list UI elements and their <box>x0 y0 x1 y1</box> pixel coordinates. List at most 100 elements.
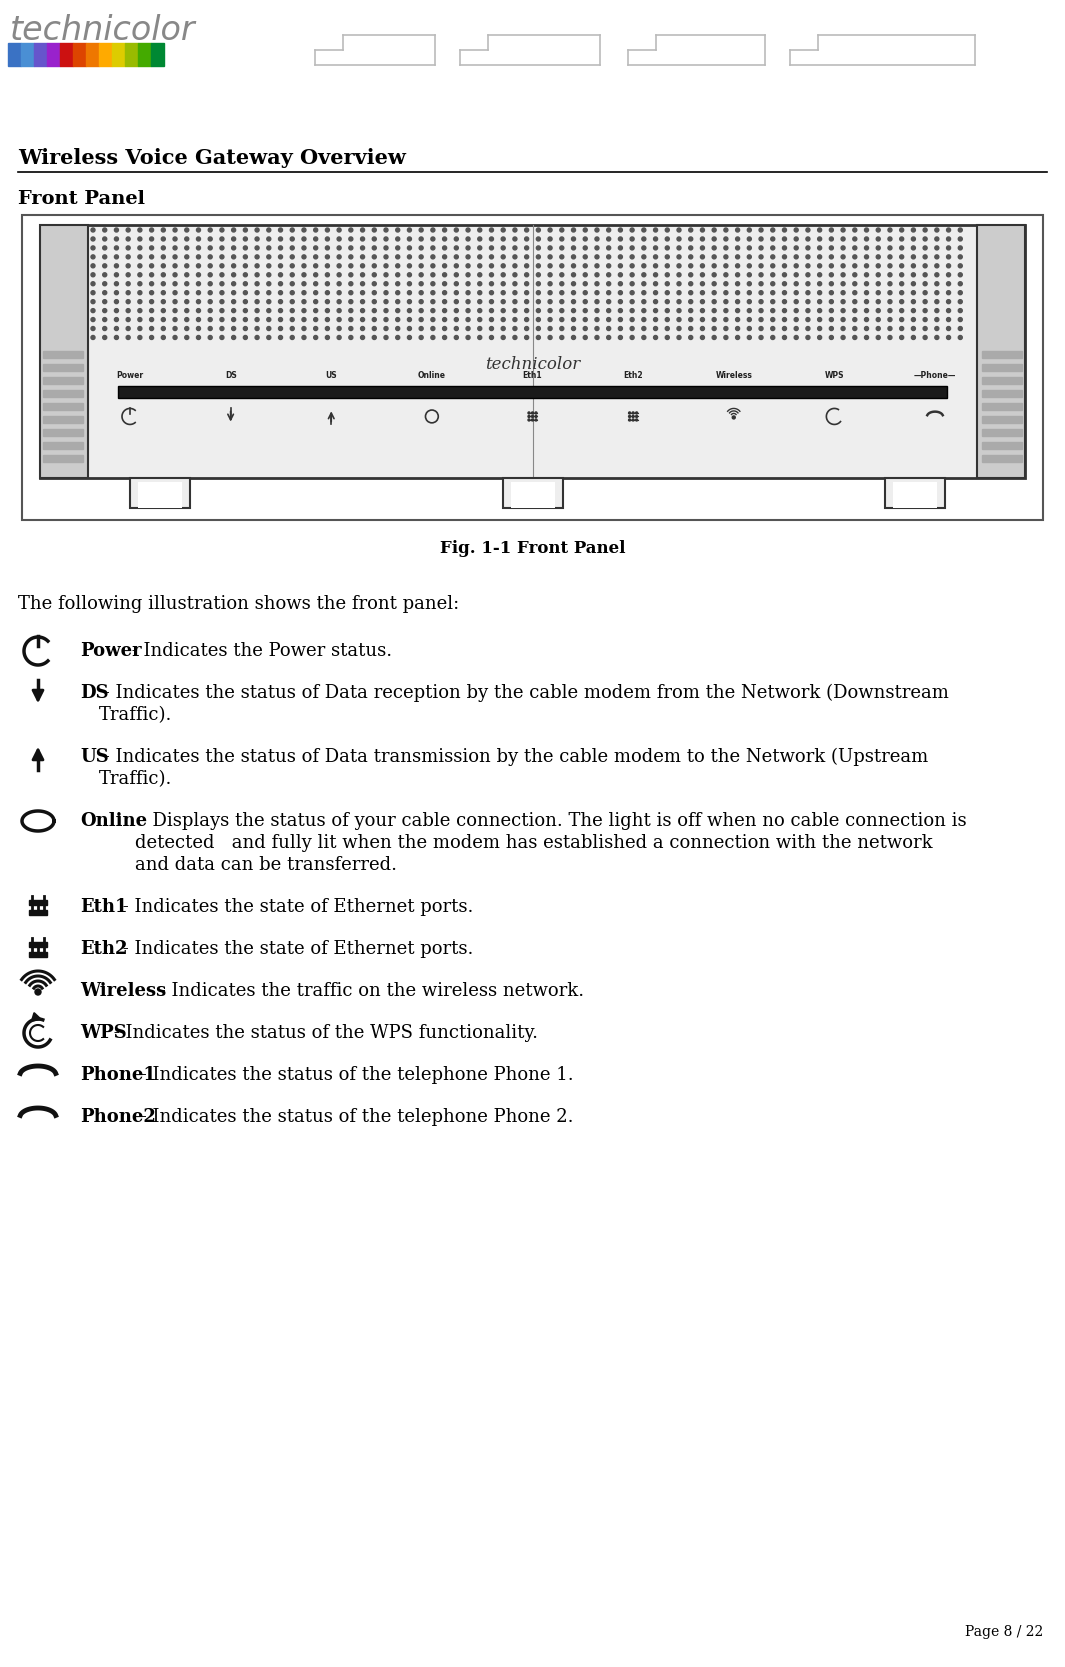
Circle shape <box>91 282 95 285</box>
Circle shape <box>759 255 763 258</box>
Bar <box>9 43 21 67</box>
Circle shape <box>137 273 142 277</box>
Circle shape <box>502 335 505 340</box>
Bar <box>43 390 83 397</box>
Circle shape <box>443 335 446 340</box>
Bar <box>29 900 47 905</box>
Circle shape <box>184 327 189 330</box>
Circle shape <box>818 282 821 285</box>
Circle shape <box>396 318 399 322</box>
Circle shape <box>666 247 669 250</box>
Text: technicolor: technicolor <box>10 13 196 47</box>
Circle shape <box>338 335 341 340</box>
Circle shape <box>876 335 881 340</box>
Circle shape <box>361 237 364 242</box>
Circle shape <box>338 308 341 313</box>
Circle shape <box>806 282 809 285</box>
Circle shape <box>560 300 563 303</box>
Text: Eth2: Eth2 <box>80 940 128 959</box>
Circle shape <box>633 418 634 422</box>
Circle shape <box>595 282 599 285</box>
Circle shape <box>595 300 599 303</box>
Circle shape <box>232 335 235 340</box>
Circle shape <box>525 237 528 242</box>
Circle shape <box>935 300 939 303</box>
Circle shape <box>173 290 177 295</box>
Circle shape <box>525 228 528 232</box>
Circle shape <box>724 290 727 295</box>
Circle shape <box>537 273 540 277</box>
Circle shape <box>701 255 704 258</box>
Circle shape <box>689 273 692 277</box>
Circle shape <box>184 290 189 295</box>
Circle shape <box>149 282 153 285</box>
Circle shape <box>642 335 645 340</box>
Circle shape <box>935 290 939 295</box>
Circle shape <box>642 300 645 303</box>
Circle shape <box>490 290 493 295</box>
Circle shape <box>196 237 200 242</box>
Circle shape <box>923 237 928 242</box>
Circle shape <box>431 247 435 250</box>
Circle shape <box>759 290 763 295</box>
Circle shape <box>455 263 458 268</box>
Circle shape <box>888 263 892 268</box>
Circle shape <box>291 308 294 313</box>
Bar <box>977 225 1025 478</box>
Circle shape <box>818 237 821 242</box>
Circle shape <box>384 318 388 322</box>
Circle shape <box>102 282 107 285</box>
Circle shape <box>806 335 809 340</box>
Circle shape <box>794 282 798 285</box>
Circle shape <box>137 228 142 232</box>
Circle shape <box>244 290 247 295</box>
Bar <box>60 43 73 67</box>
Bar <box>892 482 937 508</box>
Circle shape <box>876 247 881 250</box>
Circle shape <box>947 335 951 340</box>
Text: detected   and fully lit when the modem has established a connection with the ne: detected and fully lit when the modem ha… <box>135 834 933 852</box>
Circle shape <box>689 255 692 258</box>
Circle shape <box>431 327 435 330</box>
Circle shape <box>806 263 809 268</box>
Circle shape <box>794 255 798 258</box>
Circle shape <box>184 300 189 303</box>
Circle shape <box>302 237 306 242</box>
Circle shape <box>102 290 107 295</box>
Circle shape <box>607 263 610 268</box>
Circle shape <box>771 335 774 340</box>
Circle shape <box>114 290 118 295</box>
Circle shape <box>490 228 493 232</box>
Circle shape <box>161 255 165 258</box>
Circle shape <box>408 308 411 313</box>
Circle shape <box>701 237 704 242</box>
Circle shape <box>572 327 575 330</box>
Circle shape <box>712 228 716 232</box>
Circle shape <box>548 273 552 277</box>
Circle shape <box>256 290 259 295</box>
Circle shape <box>830 300 833 303</box>
Circle shape <box>636 412 638 413</box>
Circle shape <box>830 318 833 322</box>
Circle shape <box>630 327 634 330</box>
Circle shape <box>373 273 376 277</box>
Circle shape <box>595 318 599 322</box>
Circle shape <box>607 290 610 295</box>
Circle shape <box>794 273 798 277</box>
Circle shape <box>208 327 212 330</box>
Circle shape <box>219 282 224 285</box>
Circle shape <box>219 335 224 340</box>
Circle shape <box>256 318 259 322</box>
Circle shape <box>528 412 530 413</box>
Circle shape <box>373 308 376 313</box>
Circle shape <box>736 335 739 340</box>
Circle shape <box>584 327 587 330</box>
Circle shape <box>161 228 165 232</box>
Circle shape <box>853 318 857 322</box>
Circle shape <box>291 263 294 268</box>
Circle shape <box>373 318 376 322</box>
Circle shape <box>794 237 798 242</box>
Circle shape <box>420 335 423 340</box>
Circle shape <box>853 255 857 258</box>
Circle shape <box>935 282 939 285</box>
